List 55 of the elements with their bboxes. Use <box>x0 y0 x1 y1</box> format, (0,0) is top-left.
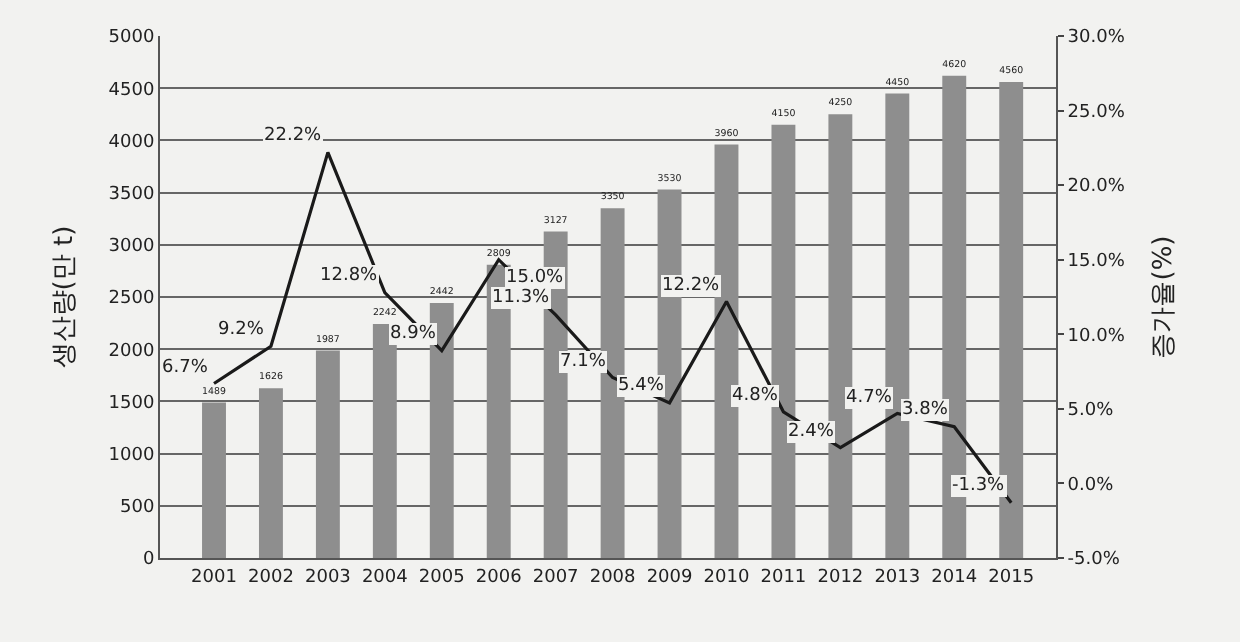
x-tick-label: 2012 <box>817 567 864 588</box>
x-tick-label: 2001 <box>191 567 237 588</box>
x-tick-label: 2013 <box>874 567 921 588</box>
x-tick-label: 2011 <box>760 567 807 588</box>
y2-tick-label: 30.0% <box>1067 28 1126 49</box>
data-label: 11.3% <box>492 288 551 308</box>
data-label: 9.2% <box>218 320 265 340</box>
data-label: 6.7% <box>162 358 209 378</box>
x-tick-label: 2008 <box>589 567 637 588</box>
x-tick-label: 2002 <box>248 567 294 588</box>
y-tick-label: 5000 <box>108 28 155 49</box>
data-label: 15.0% <box>506 268 565 288</box>
data-label: 8.9% <box>390 324 437 344</box>
y-tick-label: 2500 <box>108 289 155 310</box>
y-axis-title: 생산량(만 t) <box>50 225 81 369</box>
y2-tick-label: 20.0% <box>1067 177 1126 198</box>
x-tick-label: 2010 <box>703 567 750 588</box>
x-tick-label: 2009 <box>646 567 693 588</box>
x-tick-label: 2005 <box>418 567 465 588</box>
y2-tick-label: 15.0% <box>1067 252 1126 273</box>
x-tick-label: 2003 <box>304 567 351 588</box>
y-tick-label: 4500 <box>108 80 155 101</box>
x-tick-label: 2014 <box>931 567 978 588</box>
bar <box>315 350 340 558</box>
bar <box>202 402 226 558</box>
data-label: 7.1% <box>560 352 607 372</box>
y-tick-label: 0 <box>142 550 155 571</box>
data-label: 4.7% <box>846 388 893 408</box>
x-tick-label: 2006 <box>475 567 523 588</box>
y-tick-label: 500 <box>120 498 155 519</box>
x-tick-label: 2004 <box>361 567 409 588</box>
data-label: 5.4% <box>618 376 665 396</box>
x-tick-label: 2015 <box>988 567 1035 588</box>
y-tick-label: 3000 <box>108 237 155 258</box>
bar <box>999 81 1024 558</box>
y-tick-label: 1500 <box>108 393 155 414</box>
x-tick-label: 2007 <box>532 567 579 588</box>
data-label: -1.3% <box>952 476 1006 496</box>
data-label: 12.8% <box>320 266 379 286</box>
y2-tick-label: -5.0% <box>1067 550 1121 571</box>
data-label: 2.4% <box>788 422 835 442</box>
y-tick-label: 3500 <box>108 184 155 205</box>
data-label: 22.2% <box>264 126 323 146</box>
y2-tick-label: 10.0% <box>1067 326 1126 347</box>
y2-tick-label: 25.0% <box>1067 102 1126 123</box>
y-tick-label: 4000 <box>108 132 155 153</box>
y2-tick-label: 5.0% <box>1067 401 1115 422</box>
y-tick-label: 1000 <box>108 445 155 466</box>
data-label: 12.2% <box>662 276 721 296</box>
bar <box>258 388 283 558</box>
y2-tick-label: 0.0% <box>1067 475 1115 496</box>
data-label: 4.8% <box>732 386 779 406</box>
y-tick-label: 2000 <box>108 341 155 362</box>
data-label: 3.8% <box>902 400 949 420</box>
y2-axis-title: 증가율(%) <box>1148 235 1179 359</box>
